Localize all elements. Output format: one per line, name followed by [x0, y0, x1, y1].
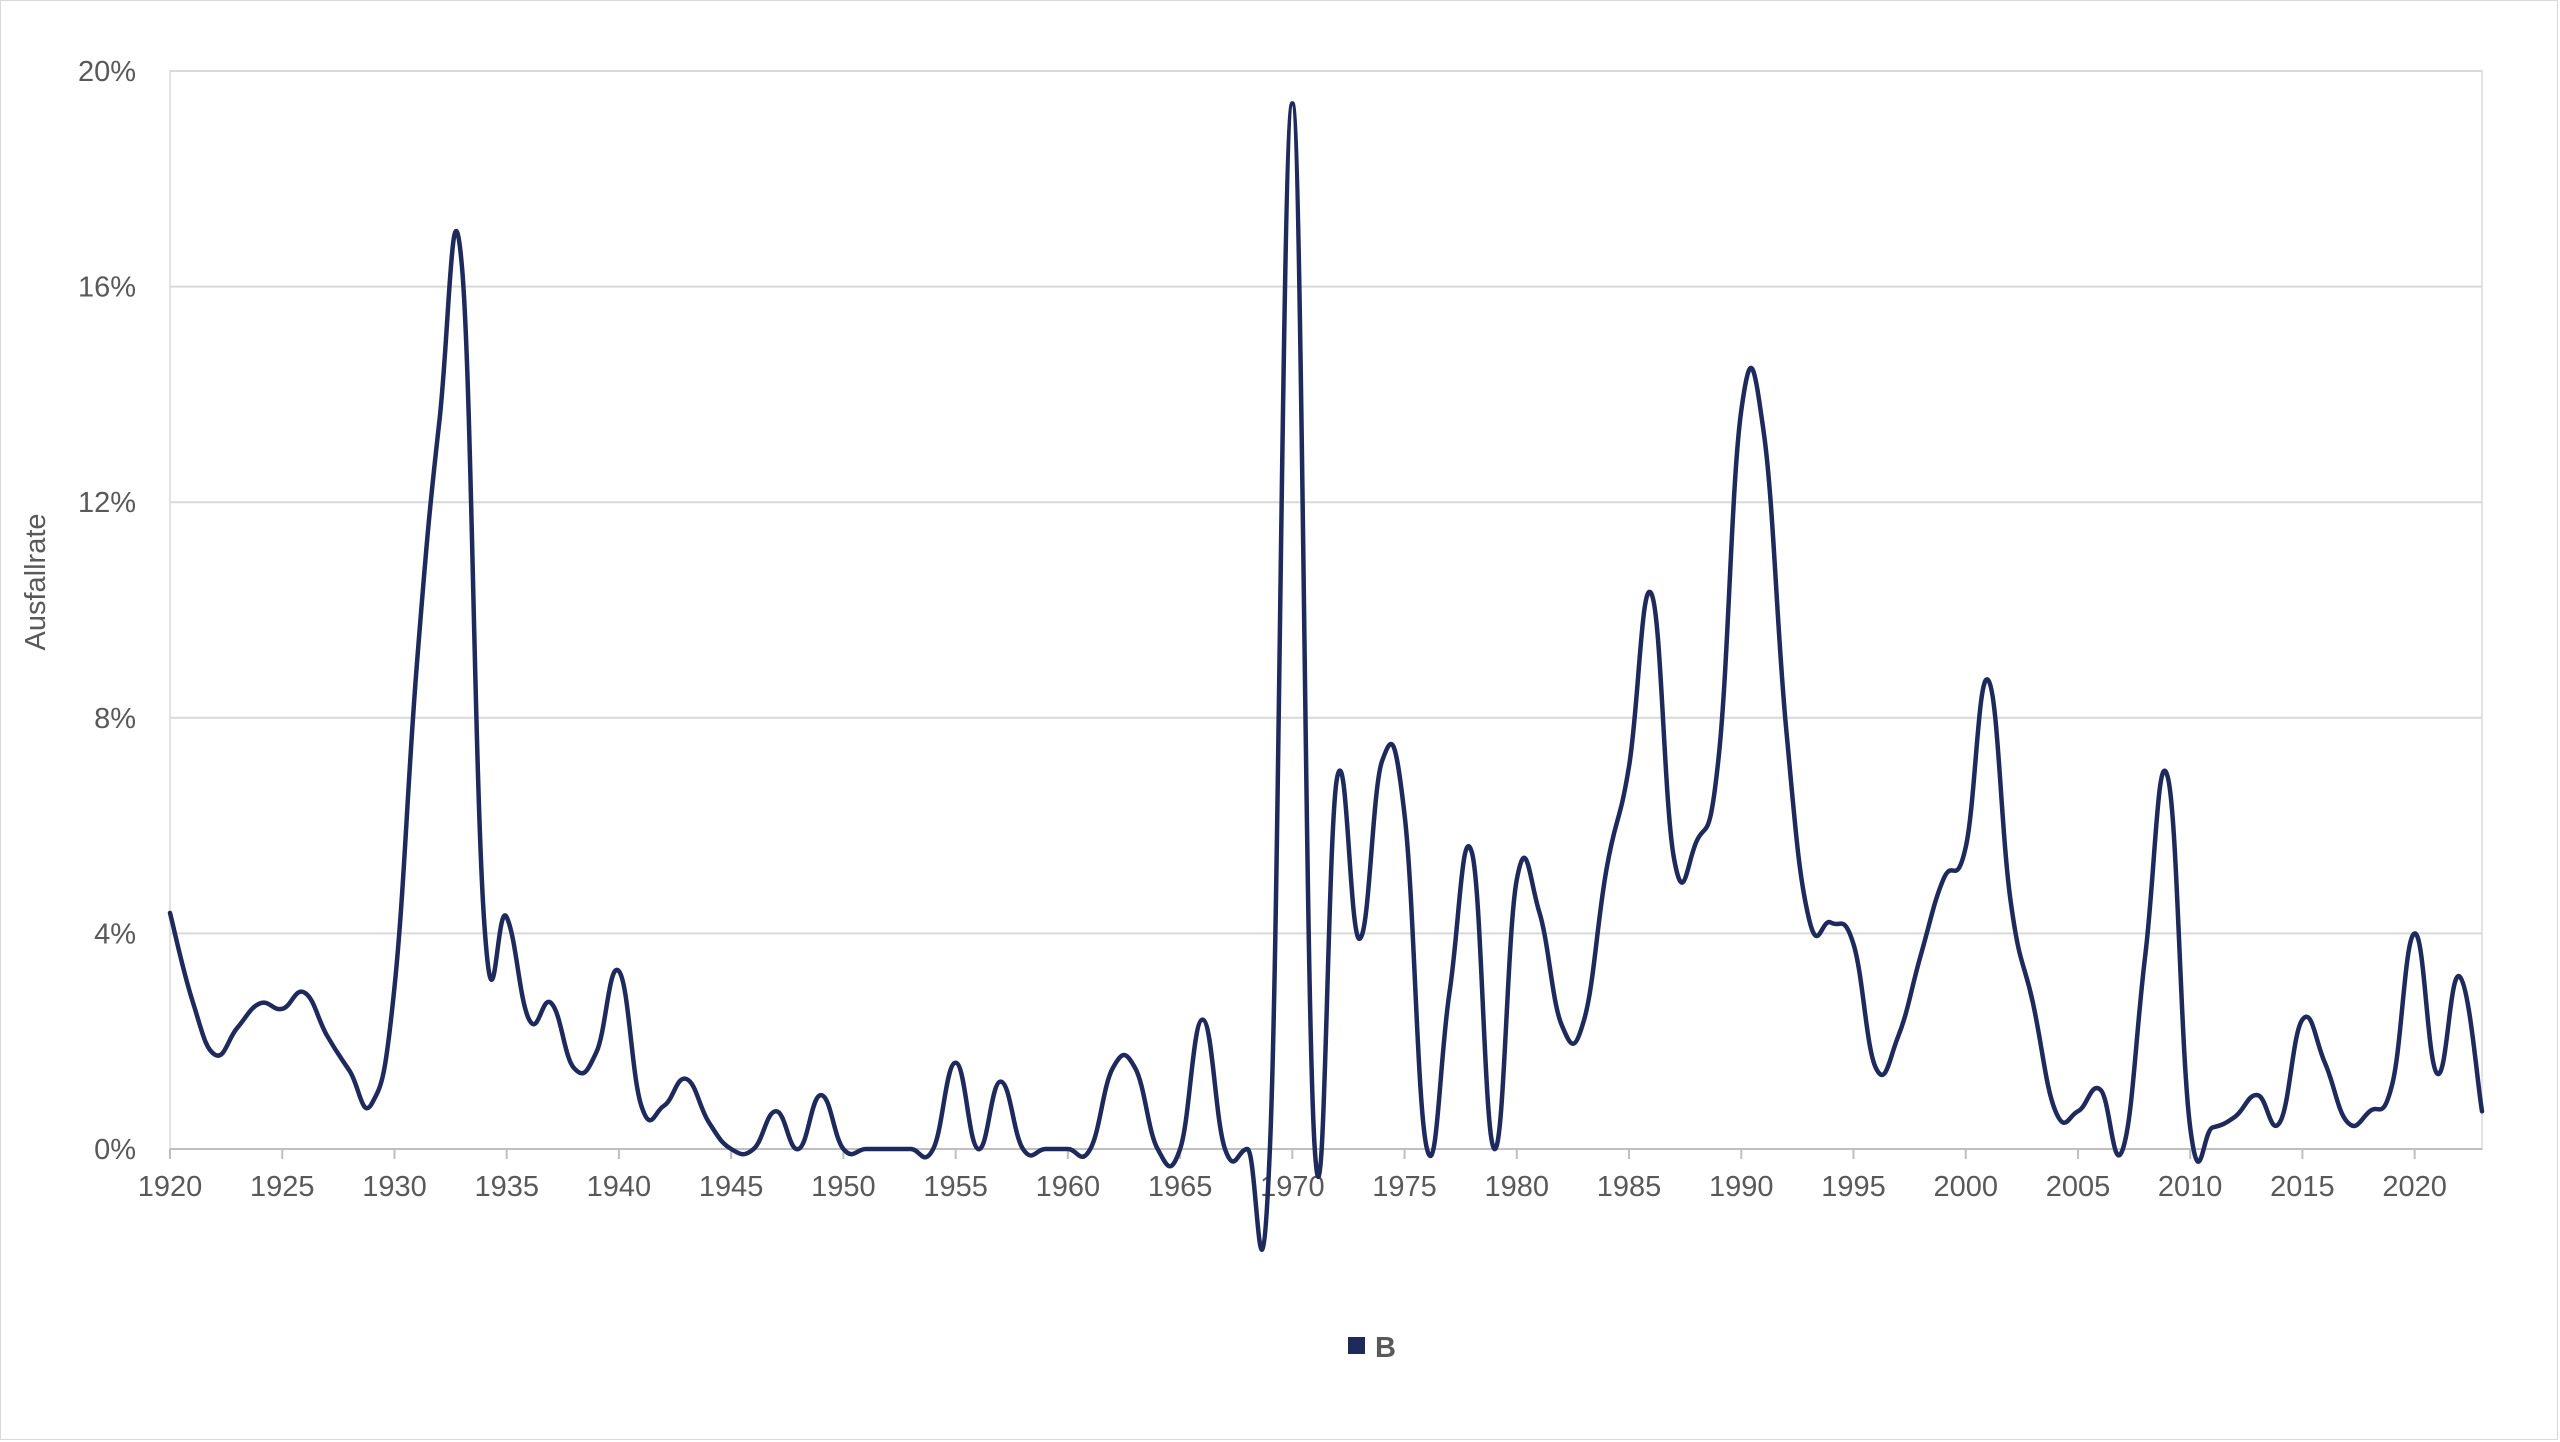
x-tick-label: 1950 [811, 1171, 876, 1203]
series-line-B [167, 101, 2485, 1252]
y-axis-title: Ausfallrate [20, 513, 52, 650]
x-tick-label: 1935 [474, 1171, 539, 1203]
x-tick-label: 1985 [1597, 1171, 1662, 1203]
y-tick-label: 0% [94, 1134, 136, 1166]
x-tick-label: 2015 [2270, 1171, 2335, 1203]
x-tick-label: 1925 [250, 1171, 315, 1203]
gridlines [169, 70, 2483, 1150]
y-tick-label: 8% [94, 703, 136, 735]
legend-swatch [1348, 1337, 1365, 1354]
y-tick-label: 16% [78, 272, 136, 304]
y-tick-label: 12% [78, 487, 136, 519]
x-tick-label: 1995 [1821, 1171, 1886, 1203]
x-tick-label: 2005 [2046, 1171, 2111, 1203]
x-tick-label: 2020 [2382, 1171, 2447, 1203]
y-axis-ticks: 0% 4% 8% 12% 16% 20% [78, 56, 136, 1166]
x-tick-label: 1945 [699, 1171, 764, 1203]
x-tick-label: 1920 [138, 1171, 203, 1203]
y-tick-label: 4% [94, 918, 136, 950]
x-tick-label: 1940 [587, 1171, 652, 1203]
legend: B [1348, 1332, 1396, 1364]
x-axis-ticks: 1920 1925 1930 1935 1940 1945 1950 1955 1960 1965… [138, 1149, 2447, 1203]
y-tick-label: 20% [78, 56, 136, 88]
x-tick-label: 2010 [2158, 1171, 2223, 1203]
x-tick-label: 1930 [362, 1171, 427, 1203]
x-tick-label: 1990 [1709, 1171, 1774, 1203]
x-tick-label: 1955 [923, 1171, 988, 1203]
x-tick-label: 1965 [1148, 1171, 1213, 1203]
x-tick-label: 1975 [1372, 1171, 1437, 1203]
series-group [167, 101, 2485, 1252]
legend-label: B [1375, 1332, 1396, 1364]
x-tick-label: 2000 [1933, 1171, 1998, 1203]
x-tick-label: 1980 [1485, 1171, 1550, 1203]
x-tick-label: 1960 [1036, 1171, 1101, 1203]
